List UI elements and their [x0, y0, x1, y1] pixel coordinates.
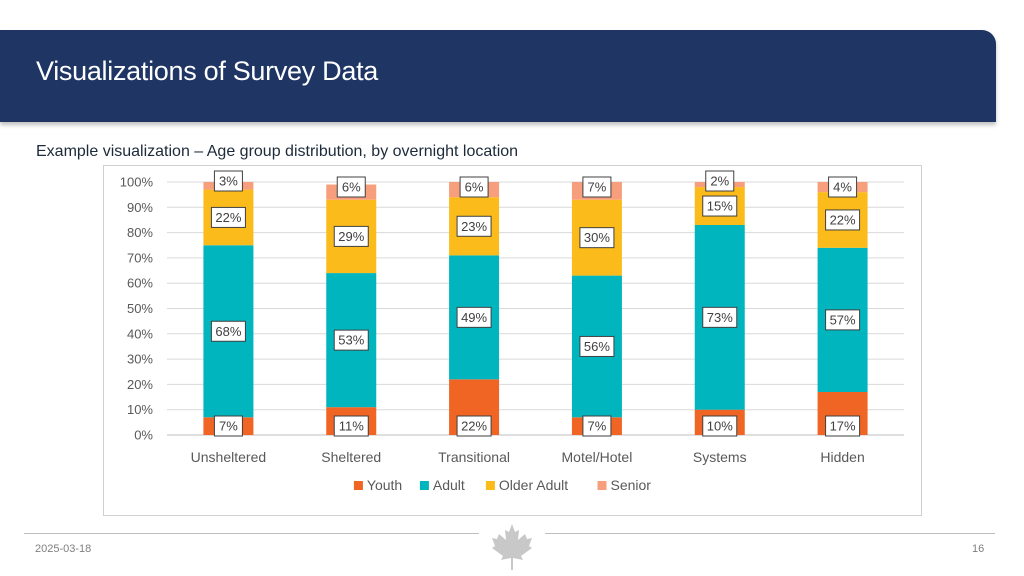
y-tick-label: 90%	[127, 200, 153, 215]
data-label-box	[825, 309, 861, 331]
x-category-label: Hidden	[820, 449, 864, 465]
data-label-box	[579, 335, 615, 357]
data-label: 68%	[215, 324, 241, 339]
data-label: 22%	[461, 419, 487, 434]
data-label: 11%	[339, 419, 364, 434]
y-tick-label: 70%	[127, 250, 153, 265]
data-label-box	[213, 415, 243, 437]
y-tick-label: 0%	[134, 428, 153, 443]
title-bar	[0, 30, 996, 122]
data-label: 7%	[588, 419, 607, 434]
data-label: 30%	[584, 230, 610, 245]
data-label-box	[582, 176, 612, 198]
data-label: 23%	[461, 219, 487, 234]
data-label-box	[702, 306, 738, 328]
footer-date: 2025-03-18	[35, 543, 92, 555]
data-label: 56%	[584, 339, 610, 354]
data-label-box	[333, 225, 369, 247]
data-label-box	[828, 176, 858, 198]
data-label-box	[333, 329, 369, 351]
y-tick-label: 20%	[127, 377, 153, 392]
data-label: 17%	[830, 419, 856, 434]
legend-label: Youth	[367, 477, 402, 493]
y-tick-label: 50%	[127, 301, 153, 316]
data-label: 73%	[707, 310, 733, 325]
x-category-label: Transitional	[438, 449, 510, 465]
data-label-box	[456, 306, 492, 328]
footer-divider-right	[545, 533, 995, 534]
x-category-label: Unsheltered	[191, 449, 267, 465]
data-label-box	[210, 320, 246, 342]
data-label-box	[210, 206, 246, 228]
footer-divider-left	[24, 533, 479, 534]
y-tick-label: 40%	[127, 326, 153, 341]
data-label: 15%	[707, 199, 733, 214]
data-label-box	[579, 227, 615, 249]
data-label-box	[702, 415, 738, 437]
legend-swatch	[597, 481, 607, 490]
data-label: 2%	[710, 174, 729, 189]
y-tick-label: 30%	[127, 352, 153, 367]
y-tick-label: 80%	[127, 225, 153, 240]
legend-swatch	[419, 481, 429, 490]
data-label-box	[336, 176, 366, 198]
data-label-box	[582, 415, 612, 437]
chart-area: 0% 10% 20% 30% 40% 50% 60% 70% 80% 90% 100% 7% 68% 22…	[103, 165, 922, 516]
data-label-box	[456, 215, 492, 237]
y-tick-label: 60%	[127, 276, 153, 291]
data-label: 29%	[338, 229, 364, 244]
data-label: 3%	[219, 174, 238, 189]
legend-swatch	[353, 481, 363, 490]
chart-subtitle: Example visualization – Age group distri…	[36, 143, 519, 160]
data-label-box	[825, 415, 861, 437]
data-label: 4%	[833, 180, 852, 195]
data-label-box	[456, 415, 492, 437]
legend-swatch	[485, 481, 495, 490]
data-label: 6%	[342, 180, 361, 195]
data-label-box	[333, 415, 369, 437]
y-tick-label: 100%	[120, 175, 154, 190]
legend-label: Adult	[433, 477, 465, 493]
data-label-box	[702, 195, 738, 217]
page-number: 16	[972, 543, 985, 555]
legend-label: Senior	[611, 477, 652, 493]
stacked-bar-chart: 0% 10% 20% 30% 40% 50% 60% 70% 80% 90% 100% 7% 68% 22…	[120, 170, 904, 493]
data-label-box	[213, 170, 243, 192]
data-label: 53%	[338, 333, 364, 348]
data-label-box	[705, 170, 735, 192]
legend-label: Older Adult	[499, 477, 568, 493]
data-label: 7%	[219, 419, 238, 434]
x-category-label: Motel/Hotel	[562, 449, 633, 465]
maple-leaf-icon	[492, 524, 532, 570]
data-label: 7%	[588, 180, 607, 195]
y-tick-label: 10%	[127, 402, 153, 417]
data-label: 22%	[830, 212, 856, 227]
data-label-box	[825, 209, 861, 231]
x-category-label: Systems	[693, 449, 747, 465]
data-label: 10%	[707, 419, 733, 434]
x-category-label: Sheltered	[321, 449, 381, 465]
data-label: 22%	[215, 210, 241, 225]
data-label: 6%	[465, 180, 484, 195]
data-label: 57%	[830, 312, 856, 327]
data-label: 49%	[461, 310, 487, 325]
slide-title: Visualizations of Survey Data	[36, 56, 378, 86]
data-label-box	[459, 176, 489, 198]
